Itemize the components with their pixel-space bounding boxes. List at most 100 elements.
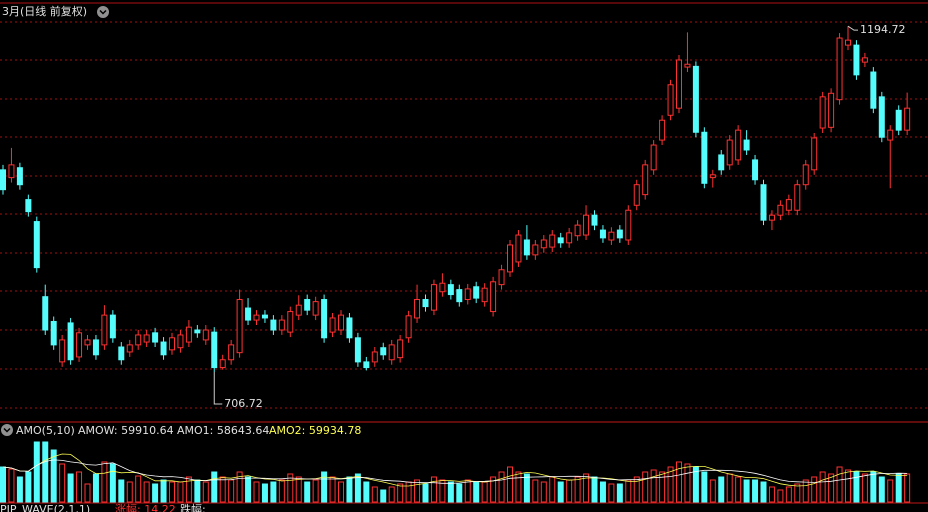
- candle-body: [819, 96, 826, 129]
- volume-bar: [76, 471, 83, 503]
- candle-body: [143, 334, 150, 343]
- candle-body: [608, 231, 615, 241]
- candle-body: [515, 234, 522, 263]
- candle-body: [836, 37, 843, 101]
- volume-bar: [388, 486, 395, 503]
- volume-bar: [245, 476, 252, 503]
- candle-body: [498, 269, 505, 286]
- volume-bar: [718, 476, 725, 503]
- indicator-value: AMO1: 58643.64: [177, 424, 269, 437]
- volume-bar: [523, 473, 530, 503]
- volume-bar: [109, 463, 116, 503]
- candle-body: [152, 332, 159, 343]
- candle-body: [59, 339, 66, 363]
- candle-body: [507, 244, 513, 273]
- volume-bar: [743, 479, 750, 503]
- candle-body: [185, 326, 192, 343]
- candle-body: [583, 214, 590, 236]
- candle-body: [667, 84, 674, 116]
- volume-bar: [194, 479, 201, 503]
- volume-bar: [676, 461, 682, 503]
- candle-body: [684, 63, 691, 68]
- candle-body: [752, 159, 759, 181]
- volume-bar: [895, 473, 902, 503]
- volume-bar: [126, 481, 133, 503]
- volume-bar: [118, 479, 125, 503]
- candle-body: [42, 296, 49, 331]
- candle-body: [346, 317, 353, 339]
- volume-bar: [278, 479, 285, 503]
- menu-icon[interactable]: [1, 424, 13, 436]
- volume-bar: [490, 476, 497, 503]
- candle-body: [397, 339, 404, 359]
- candle-body: [625, 209, 632, 241]
- volume-bar: [354, 473, 361, 503]
- volume-bar: [42, 441, 49, 503]
- volume-bar: [312, 479, 319, 503]
- volume-bar: [371, 486, 378, 503]
- candle-body: [118, 346, 125, 361]
- volume-bar: [143, 481, 150, 503]
- footer-text: 跌幅:: [180, 502, 206, 512]
- volume-bar: [608, 483, 615, 503]
- candle-body: [828, 92, 835, 128]
- candle-body: [16, 167, 23, 186]
- volume-bar: [785, 486, 792, 503]
- volume-bar: [169, 481, 175, 503]
- volume-bar: [515, 471, 522, 503]
- volume-bar: [481, 481, 488, 503]
- volume-bar: [836, 466, 843, 503]
- candle-body: [329, 317, 336, 333]
- candle-body: [532, 244, 539, 256]
- volume-bar: [8, 468, 15, 503]
- candle-body: [650, 144, 657, 171]
- candle-body: [861, 57, 868, 63]
- candle-body: [718, 154, 725, 171]
- volume-bar: [507, 466, 513, 503]
- volume-bar: [397, 483, 404, 503]
- candle-body: [202, 329, 209, 341]
- candle-body: [701, 131, 708, 184]
- volume-bar: [861, 473, 868, 503]
- candle-body: [338, 314, 344, 331]
- volume-bar: [422, 483, 429, 503]
- candle-body: [549, 234, 556, 248]
- volume-bar: [464, 479, 471, 503]
- volume-bar: [760, 481, 767, 503]
- volume-bar: [845, 469, 851, 503]
- volume-bar: [701, 471, 708, 503]
- candle-body: [422, 299, 429, 308]
- footer-text: PIP_WAVE(2,1,1): [0, 503, 90, 512]
- volume-bar: [405, 481, 412, 503]
- volume-bar: [261, 483, 268, 503]
- candle-body: [768, 214, 775, 221]
- volume-bar: [50, 449, 57, 503]
- candle-body: [363, 361, 370, 369]
- menu-icon[interactable]: [97, 6, 109, 18]
- candle-body: [802, 164, 809, 186]
- volume-bar: [557, 481, 564, 503]
- volume-bar: [84, 483, 91, 503]
- volume-bar: [211, 471, 218, 503]
- volume-bar: [228, 479, 235, 503]
- candle-body: [278, 319, 285, 331]
- candle-body: [566, 232, 573, 244]
- volume-bar: [659, 471, 666, 503]
- candle-body: [211, 331, 218, 369]
- volume-bar: [287, 473, 294, 503]
- volume-bar: [304, 481, 311, 503]
- max-label: 1194.72: [860, 23, 906, 36]
- candle-body: [354, 337, 361, 363]
- volume-bar: [363, 481, 370, 503]
- candle-body: [676, 59, 682, 109]
- candle-body: [371, 351, 378, 363]
- volume-bar: [625, 479, 632, 503]
- volume-bar: [253, 481, 260, 503]
- candle-body: [380, 347, 387, 356]
- candle-body: [236, 299, 243, 354]
- candle-body: [388, 344, 395, 361]
- volume-bar: [338, 481, 344, 503]
- marks: 1194.72 706.72: [0, 23, 911, 503]
- volume-bar: [456, 483, 463, 503]
- candle-body: [895, 109, 902, 131]
